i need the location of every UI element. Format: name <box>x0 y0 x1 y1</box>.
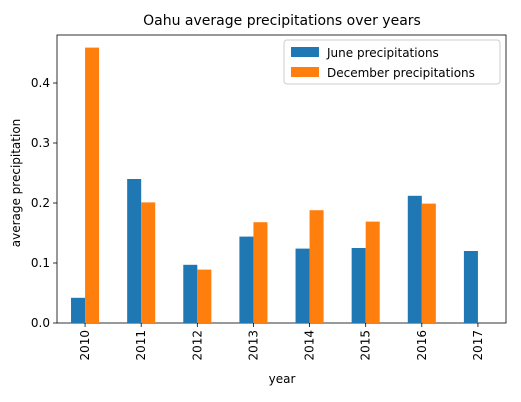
bar-december-2012 <box>197 270 211 323</box>
x-tick-label: 2015 <box>359 330 373 361</box>
x-tick-label: 2010 <box>78 330 92 361</box>
bar-june-2017 <box>464 251 478 323</box>
y-tick-label: 0.0 <box>31 316 50 330</box>
legend-label: June precipitations <box>326 46 439 60</box>
bar-june-2013 <box>239 237 253 323</box>
bar-december-2010 <box>85 48 99 323</box>
legend-swatch <box>291 47 319 57</box>
bar-june-2016 <box>408 196 422 323</box>
x-tick-label: 2012 <box>190 330 204 361</box>
chart-title: Oahu average precipitations over years <box>143 13 421 29</box>
y-axis-label: average precipitation <box>9 119 23 248</box>
x-axis-label: year <box>269 372 296 386</box>
x-tick-label: 2013 <box>246 330 260 361</box>
bar-december-2015 <box>366 222 380 323</box>
x-tick-label: 2016 <box>415 330 429 361</box>
y-tick-label: 0.1 <box>31 256 50 270</box>
legend-label: December precipitations <box>327 66 475 80</box>
bar-june-2014 <box>296 249 310 323</box>
y-tick-label: 0.3 <box>31 136 50 150</box>
x-tick-label: 2017 <box>471 330 485 361</box>
x-tick-label: 2014 <box>303 330 317 361</box>
y-tick-label: 0.2 <box>31 196 50 210</box>
bar-december-2014 <box>310 210 324 323</box>
bar-june-2011 <box>127 179 141 323</box>
bar-june-2010 <box>71 298 85 323</box>
bar-june-2012 <box>183 265 197 323</box>
x-tick-label: 2011 <box>134 330 148 361</box>
bar-june-2015 <box>352 248 366 323</box>
y-tick-label: 0.4 <box>31 76 50 90</box>
legend-swatch <box>291 67 319 77</box>
bar-december-2016 <box>422 204 436 323</box>
legend: June precipitations December precipitatio… <box>284 40 500 84</box>
bar-december-2013 <box>253 222 267 323</box>
bar-december-2011 <box>141 202 155 323</box>
